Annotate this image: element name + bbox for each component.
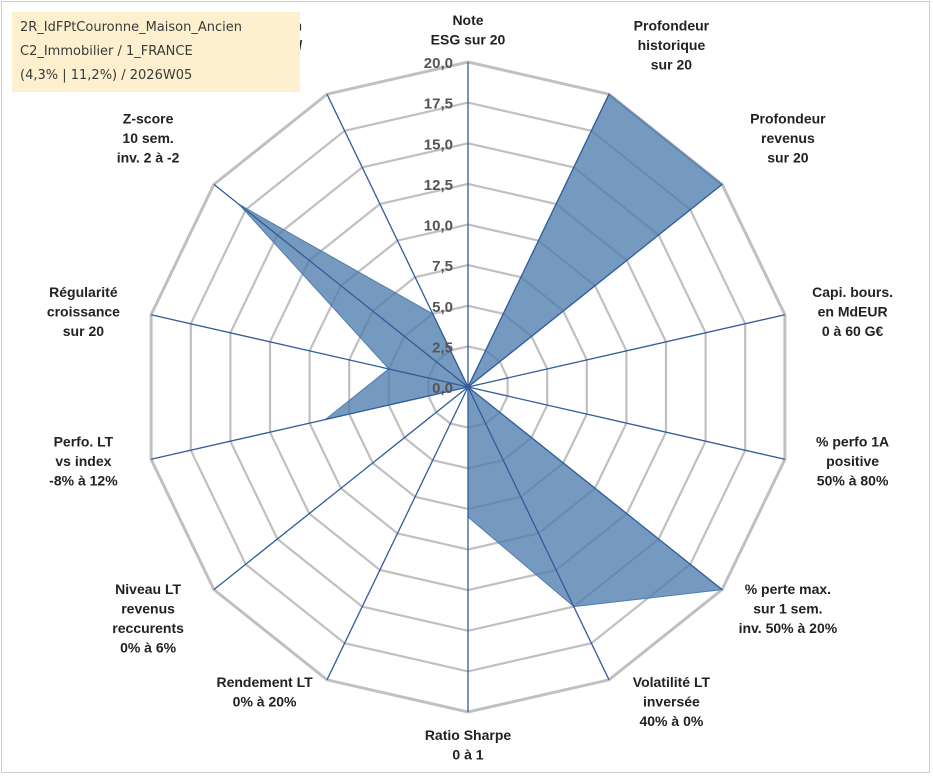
axis-label-line: Ratio Sharpe — [425, 727, 512, 743]
radial-tick-labels: 0,0 2,5 5,0 7,5 10,0 12,5 15,0 17,5 20,0 — [424, 55, 453, 397]
axis-label-line: sur 20 — [767, 150, 808, 166]
axis-label-line: Volatilité LT — [633, 674, 711, 690]
radar-spoke — [467, 314, 786, 388]
axis-label-line: sur 20 — [651, 57, 692, 73]
axis-label-line: -8% à 12% — [49, 472, 118, 488]
axis-label-line: 50% à 80% — [817, 472, 889, 488]
tick-label: 5,0 — [432, 299, 453, 316]
axis-label: Note ESG sur 20 — [431, 12, 506, 48]
axis-label-line: 0% à 20% — [233, 693, 297, 709]
radar-spoke — [150, 386, 469, 460]
axis-label-line: Capi. bours. — [812, 284, 893, 300]
axis-label: Régularité croissance sur 20 — [47, 284, 120, 339]
radar-spoke — [467, 183, 723, 388]
axis-label: % perfo 1A positive 50% à 80% — [816, 433, 889, 488]
axis-label-line: revenus — [761, 130, 815, 146]
radar-spoke — [326, 93, 469, 388]
radar-spoke — [326, 386, 469, 681]
axis-label: Profondeur revenus sur 20 — [750, 111, 826, 166]
tick-label: 0,0 — [432, 380, 453, 397]
axis-label-line: croissance — [47, 304, 120, 320]
axis-label-line: Note — [452, 12, 483, 28]
radar-spoke — [467, 386, 723, 591]
tick-label: 12,5 — [424, 177, 453, 194]
radar-spoke — [467, 386, 786, 460]
axis-label: Perfo. LT vs index -8% à 12% — [49, 433, 118, 488]
title-line-2: C2_Immobilier / 1_FRANCE — [20, 44, 193, 59]
title-line-3: (4,3% | 11,2%) / 2026W05 — [20, 68, 193, 83]
axis-label-line: historique — [638, 37, 706, 53]
axis-label-line: % perfo 1A — [816, 433, 889, 449]
axis-label-line: 40% à 0% — [639, 713, 703, 729]
axis-label-line: ESG sur 20 — [431, 32, 506, 48]
axis-label-line: % perte max. — [745, 581, 831, 597]
tick-label: 20,0 — [424, 55, 453, 72]
axis-label-line: vs index — [55, 453, 111, 469]
axis-label-line: Régularité — [49, 284, 118, 300]
axis-label-line: 0 à 60 G€ — [822, 323, 884, 339]
title-line-1: 2R_IdFPtCouronne_Maison_Ancien — [20, 20, 242, 35]
axis-label: Ratio Sharpe 0 à 1 — [425, 727, 512, 763]
axis-label: Profondeur historique sur 20 — [634, 18, 710, 73]
axis-label-line: revenus — [121, 600, 175, 616]
axis-label-line: en MdEUR — [818, 304, 888, 320]
axis-label-line: sur 1 sem. — [753, 600, 822, 616]
axis-label-line: Rendement LT — [216, 674, 313, 690]
axis-label: % perte max. sur 1 sem. inv. 50% à 20% — [739, 581, 838, 636]
axis-label: Capi. bours. en MdEUR 0 à 60 G€ — [812, 284, 893, 339]
axis-label-line: Perfo. LT — [54, 433, 114, 449]
radar-spoke — [213, 386, 469, 591]
radar-spoke — [467, 386, 610, 681]
radar-spokes — [150, 62, 786, 712]
axis-label-line: positive — [826, 453, 879, 469]
axis-label-line: 0 à 1 — [452, 747, 483, 763]
axis-label-line: sur 20 — [63, 323, 104, 339]
radar-spoke — [213, 183, 469, 388]
axis-label: Volatilité LT inversée 40% à 0% — [633, 674, 711, 729]
axis-label-line: 0% à 6% — [120, 639, 177, 655]
axis-label-line: Profondeur — [750, 111, 826, 127]
axis-label: Niveau LT revenus reccurents 0% à 6% — [112, 581, 184, 656]
radar-spoke — [150, 314, 469, 388]
axis-label: Z-score 10 sem. inv. 2 à -2 — [117, 111, 180, 166]
axis-label-line: Z-score — [123, 111, 174, 127]
tick-label: 10,0 — [424, 218, 453, 235]
tick-label: 15,0 — [424, 136, 453, 153]
chart-title-box: 2R_IdFPtCouronne_Maison_Ancien C2_Immobi… — [12, 12, 300, 92]
tick-label: 17,5 — [424, 96, 453, 113]
axis-label-line: inversée — [643, 693, 700, 709]
tick-label: 7,5 — [432, 258, 453, 275]
axis-label-line: Niveau LT — [115, 581, 181, 597]
axis-label-line: inv. 2 à -2 — [117, 150, 180, 166]
axis-label-line: Profondeur — [634, 18, 710, 34]
axis-label-line: reccurents — [112, 620, 184, 636]
axis-label-line: 10 sem. — [122, 130, 173, 146]
tick-label: 2,5 — [432, 339, 453, 356]
axis-label: Rendement LT 0% à 20% — [216, 674, 313, 710]
axis-label-line: inv. 50% à 20% — [739, 620, 838, 636]
radar-spoke — [467, 93, 610, 388]
